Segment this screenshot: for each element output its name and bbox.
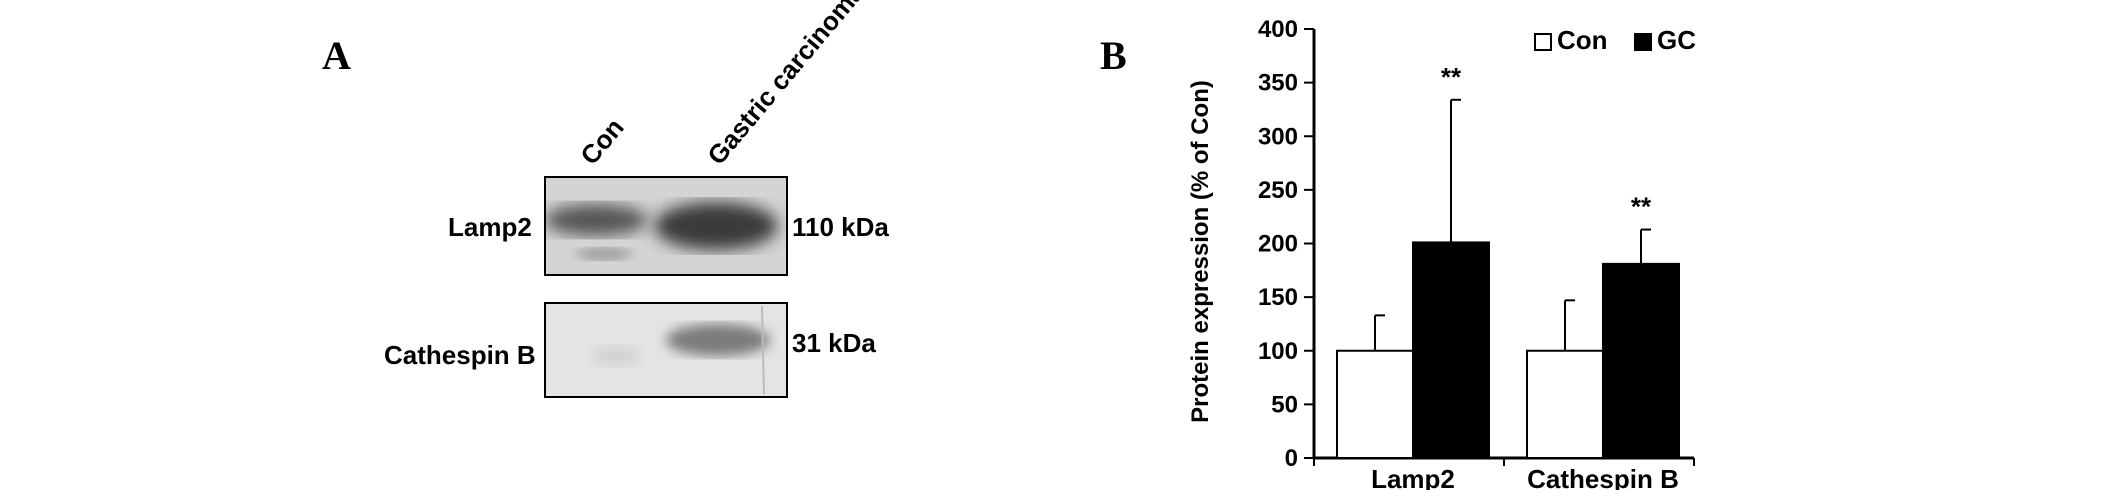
legend-label: GC [1657, 25, 1696, 55]
significance-marker: ** [1631, 192, 1652, 222]
blot-cathespin-b [544, 302, 788, 398]
y-tick-label: 300 [1258, 123, 1298, 150]
blot-label-cathespin-b: Cathespin B [384, 340, 536, 370]
lane-label-con: Con [574, 112, 630, 171]
y-tick-label: 400 [1258, 16, 1298, 43]
y-tick-label: 50 [1271, 391, 1298, 418]
bar-gc-1 [1602, 262, 1680, 459]
bar-con-0 [1336, 349, 1414, 459]
blot-band [654, 202, 778, 250]
panel-a-letter: A [322, 33, 351, 78]
panel-b-letter: B [1100, 33, 1127, 78]
blot-band [666, 324, 770, 356]
blot-lamp2-bands [546, 178, 786, 274]
category-labels: Lamp2 Cathespin B [1313, 458, 1695, 490]
y-axis-label: Protein expression (% of Con) [1187, 80, 1214, 423]
blot-band [546, 204, 648, 236]
y-tick-label: 150 [1258, 284, 1298, 311]
blot-lamp2 [544, 176, 788, 276]
blot-size-cathespin-b: 31 kDa [792, 328, 876, 358]
bar-gc-0 [1412, 241, 1490, 459]
blot-artifact-line [761, 305, 765, 395]
blot-band [576, 248, 632, 260]
significance-marker: ** [1441, 62, 1462, 92]
y-tick-label: 200 [1258, 231, 1298, 258]
y-tick-label: 250 [1258, 177, 1298, 204]
lane-label-gastric-carcinoma: Gastric carcinoma [701, 0, 871, 171]
legend-label: Con [1557, 25, 1608, 55]
blot-cathespin-b-bands [546, 304, 786, 396]
y-tick-label: 100 [1258, 338, 1298, 365]
blot-label-lamp2: Lamp2 [448, 212, 532, 242]
bars: ** ** [1336, 62, 1680, 459]
plot-area: Protein expression (% of Con) 0 50 100 150 2… [1187, 16, 1696, 490]
category-label: Cathespin B [1527, 464, 1679, 490]
bar-chart: Protein expression (% of Con) 0 50 100 150 2… [1187, 16, 1696, 490]
y-tick-label: 0 [1285, 445, 1298, 472]
legend-swatch [1634, 33, 1652, 51]
blot-band [592, 346, 640, 366]
y-tick-label: 350 [1258, 70, 1298, 97]
category-label: Lamp2 [1371, 464, 1455, 490]
legend-swatch [1534, 33, 1552, 51]
blot-size-lamp2: 110 kDa [792, 212, 889, 242]
legend: Con GC [1534, 25, 1696, 55]
bar-con-1 [1526, 349, 1604, 459]
y-ticks: 0 50 100 150 200 250 300 350 400 [1258, 16, 1314, 472]
